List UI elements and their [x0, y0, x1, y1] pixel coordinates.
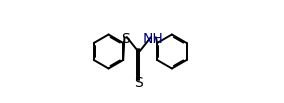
Text: NH: NH: [143, 32, 164, 46]
Text: S: S: [121, 32, 130, 46]
Text: S: S: [135, 76, 143, 90]
